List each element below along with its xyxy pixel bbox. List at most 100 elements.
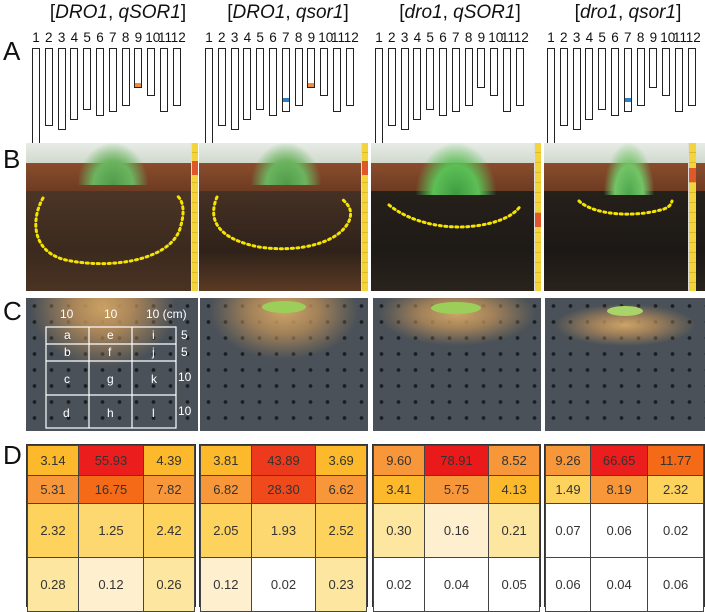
heatmap-cell: 6.82 <box>200 475 252 504</box>
chromosome-number: 6 <box>269 30 277 45</box>
chromosome-6 <box>269 48 277 116</box>
heatmap-row: 5.31 16.75 7.82 <box>27 475 196 504</box>
chromosome-7 <box>451 48 460 112</box>
heatmap-cell: 0.12 <box>77 557 144 612</box>
chromosome-4 <box>585 48 594 120</box>
chromosome-9 <box>477 48 486 88</box>
root-board-3 <box>373 298 541 431</box>
chromosome-number: 1 <box>375 30 383 45</box>
chromosome-12 <box>687 48 696 106</box>
chromosome-set-1: 1 2 3 4 5 6 7 8 9 10 11 12 <box>32 30 192 160</box>
heatmap-row: 0.02 0.04 0.05 <box>373 557 540 612</box>
chromosome-number: 6 <box>611 30 619 45</box>
chromosome-5 <box>83 48 92 110</box>
soil-profile-4 <box>544 143 705 291</box>
chromosome-number: 6 <box>439 30 447 45</box>
heatmap-cell: 2.52 <box>315 503 367 558</box>
chromosome-number: 11 <box>331 30 346 45</box>
chromosome-number: 3 <box>572 30 581 45</box>
chromosome-9 <box>649 48 658 88</box>
heatmap-cell: 66.65 <box>589 445 649 476</box>
gene1-label: dro1 <box>579 2 618 23</box>
chromosome-5 <box>256 48 265 110</box>
chromosome-8 <box>464 48 473 106</box>
grid-cell-label: h <box>107 406 114 420</box>
root-outline-dotted <box>387 203 523 229</box>
heatmap-table-2: 3.81 43.89 3.69 6.82 28.30 6.62 2.05 1.93 2.52 0.… <box>199 444 368 612</box>
panel-label-d: D <box>3 440 22 470</box>
chromosome-7 <box>281 48 290 112</box>
heatmap-cell: 0.23 <box>315 557 367 612</box>
chromosome-6 <box>96 48 104 116</box>
chromosome-number: 9 <box>134 30 143 45</box>
grid-cell-label: b <box>64 345 71 359</box>
chromosome-number: 10 <box>145 30 161 45</box>
heatmap-cell: 3.69 <box>315 445 367 476</box>
chromosome-10 <box>490 48 499 96</box>
chromosome-11 <box>160 48 168 112</box>
chromosome-7 <box>623 48 632 112</box>
chromosome-number: 8 <box>636 30 645 45</box>
heatmap-row: 0.06 0.04 0.06 <box>545 557 704 612</box>
chromosome-8 <box>294 48 303 106</box>
chromosome-number: 4 <box>243 30 252 45</box>
heatmap-cell: 0.30 <box>373 503 425 558</box>
soil-profile-1 <box>26 143 198 291</box>
chromosome-11 <box>675 48 683 112</box>
heatmap-row: 9.26 66.65 11.77 <box>545 445 704 476</box>
grid-height-label: 5 <box>181 345 188 359</box>
heatmap-row: 0.12 0.02 0.23 <box>200 557 367 612</box>
chromosome-number: 1 <box>547 30 555 45</box>
heatmap-cell: 5.31 <box>27 475 79 504</box>
gene2-label: qSOR1 <box>118 2 181 23</box>
heatmap-cell: 0.02 <box>647 503 704 558</box>
chromosome-number: 12 <box>513 30 529 45</box>
heatmap-table-3: 9.60 78.91 8.52 3.41 5.75 4.13 0.30 0.16 0.21 0.0… <box>372 444 541 612</box>
chromosome-4 <box>70 48 79 120</box>
grid-height-label: 10 <box>178 404 192 418</box>
blue-locus-marker <box>282 98 289 102</box>
chromosome-7 <box>108 48 117 112</box>
soil-profile-2 <box>199 143 368 291</box>
heatmap-cell: 43.89 <box>250 445 317 476</box>
heatmap-cell: 0.07 <box>545 503 591 558</box>
heatmap-cell: 1.49 <box>545 475 591 504</box>
gene2-label: qsor1 <box>628 2 677 23</box>
heatmap-cell: 0.06 <box>647 557 704 612</box>
chromosome-3 <box>400 48 409 130</box>
orange-locus-marker <box>135 83 142 87</box>
chromosome-2 <box>387 48 396 126</box>
root-outline-dotted <box>212 195 353 251</box>
grid-cell-label: e <box>107 328 114 342</box>
chromosome-6 <box>439 48 447 116</box>
chromosome-number: 11 <box>501 30 516 45</box>
grid-cell-label: l <box>152 406 155 420</box>
chromosome-10 <box>320 48 329 96</box>
grid-cell-label: c <box>64 372 70 386</box>
chromosome-5 <box>598 48 607 110</box>
chromosome-number: 2 <box>45 30 53 45</box>
genotype-title-4: [dro1, qsor1] <box>574 2 682 23</box>
root-board-1: 10 10 10 (cm) 5 5 10 10 a e i b f j c g … <box>26 298 198 431</box>
chromosome-number: 9 <box>307 30 316 45</box>
heatmap-cell: 7.82 <box>142 475 196 504</box>
heatmap-row: 0.28 0.12 0.26 <box>27 557 196 612</box>
chromosome-number: 4 <box>70 30 79 45</box>
chromosome-10 <box>147 48 156 96</box>
chromosome-5 <box>426 48 435 110</box>
heatmap-row: 3.14 55.93 4.39 <box>27 445 196 476</box>
heatmap-cell: 0.28 <box>27 557 79 612</box>
heatmap-cell: 0.06 <box>589 503 649 558</box>
chromosome-number: 3 <box>400 30 409 45</box>
chromosome-number: 5 <box>598 30 606 45</box>
chromosome-3 <box>572 48 581 130</box>
chromosome-number: 5 <box>256 30 264 45</box>
chromosome-11 <box>503 48 511 112</box>
heatmap-cell: 6.62 <box>315 475 367 504</box>
grid-cell-label: i <box>152 328 155 342</box>
heatmap-cell: 0.06 <box>545 557 591 612</box>
genotype-title-1: [DRO1, qSOR1] <box>49 2 187 23</box>
chromosome-number: 2 <box>388 30 396 45</box>
chromosome-9 <box>134 48 143 88</box>
heatmap-row: 9.60 78.91 8.52 <box>373 445 540 476</box>
